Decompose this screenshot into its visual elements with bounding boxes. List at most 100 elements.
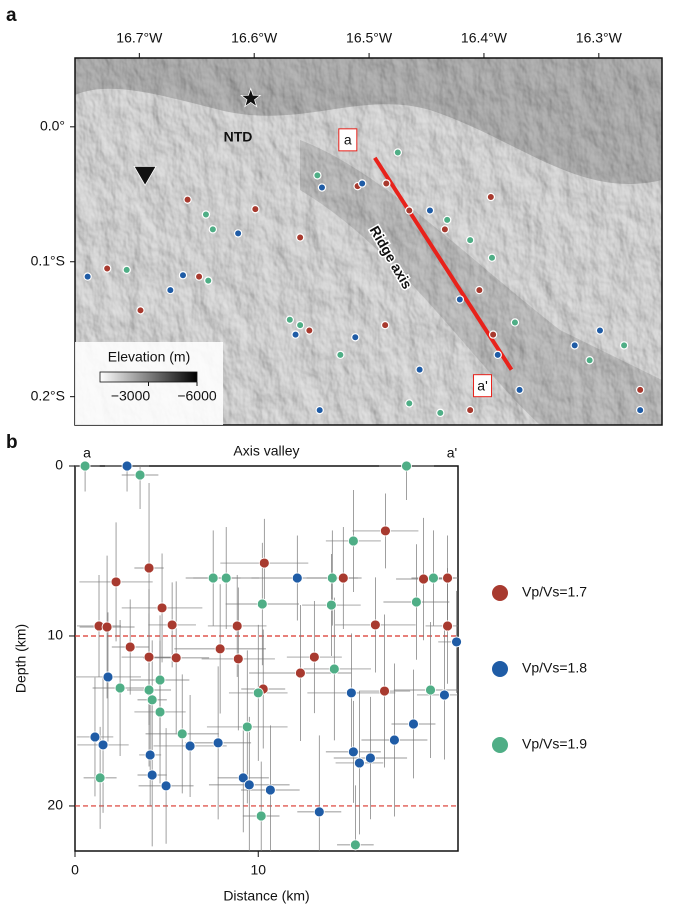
event	[184, 196, 191, 203]
event	[389, 735, 399, 745]
event	[202, 211, 209, 218]
event	[295, 668, 305, 678]
event	[350, 840, 360, 850]
panel-label: a	[6, 5, 17, 26]
event	[346, 688, 356, 698]
event	[297, 234, 304, 241]
colorbar-tick-label: −3000	[111, 388, 151, 404]
event	[487, 193, 494, 200]
x-tick-label: 16.5°W	[346, 30, 393, 46]
y-tick-label: 10	[47, 627, 63, 643]
event	[327, 573, 337, 583]
event	[144, 563, 154, 573]
panel-label: b	[6, 432, 18, 453]
event	[171, 653, 181, 663]
profile-label: a	[344, 132, 352, 148]
event	[157, 603, 167, 613]
event	[292, 331, 299, 338]
end-label: a'	[447, 445, 457, 461]
figure: a16.7°W16.6°W16.5°W16.4°W16.3°W0.0°0.1°S…	[0, 0, 694, 911]
event	[155, 707, 165, 717]
chart-title: Axis valley	[233, 443, 299, 459]
legend-label: Vp/Vs=1.9	[522, 736, 587, 752]
event	[441, 226, 448, 233]
y-axis-label: Depth (km)	[13, 624, 29, 693]
event	[90, 732, 100, 742]
event	[235, 230, 242, 237]
event	[209, 226, 216, 233]
event	[104, 265, 111, 272]
event	[221, 573, 231, 583]
event	[265, 785, 275, 795]
event	[125, 642, 135, 652]
event	[309, 652, 319, 662]
event	[359, 180, 366, 187]
event	[488, 254, 495, 261]
event	[257, 599, 267, 609]
event	[596, 327, 603, 334]
event	[242, 722, 252, 732]
event	[84, 273, 91, 280]
legend-label: Vp/Vs=1.8	[522, 660, 587, 676]
event	[402, 461, 412, 471]
event	[370, 620, 380, 630]
event	[179, 272, 186, 279]
x-tick-label: 16.7°W	[116, 30, 163, 46]
event	[259, 558, 269, 568]
basin-label: NTD	[224, 129, 253, 145]
event	[586, 357, 593, 364]
y-tick-label: 20	[47, 797, 63, 813]
event	[467, 407, 474, 414]
event	[490, 331, 497, 338]
event	[244, 780, 254, 790]
event	[215, 644, 225, 654]
event	[205, 277, 212, 284]
event	[256, 811, 266, 821]
event	[292, 573, 302, 583]
x-tick-label: 16.6°W	[231, 30, 278, 46]
event	[95, 773, 105, 783]
event	[123, 266, 130, 273]
event	[167, 286, 174, 293]
event	[443, 573, 453, 583]
event	[620, 342, 627, 349]
event	[419, 574, 429, 584]
profile-label: a'	[477, 377, 487, 393]
event	[137, 307, 144, 314]
event	[115, 683, 125, 693]
event	[338, 573, 348, 583]
event	[195, 273, 202, 280]
event	[286, 316, 293, 323]
event	[511, 319, 518, 326]
event	[145, 750, 155, 760]
event	[382, 322, 389, 329]
event	[411, 597, 421, 607]
event	[306, 327, 313, 334]
y-tick-label: 0.0°	[40, 118, 65, 134]
event	[329, 664, 339, 674]
event	[443, 621, 453, 631]
event	[314, 172, 321, 179]
event	[352, 334, 359, 341]
event	[348, 536, 358, 546]
event	[314, 807, 324, 817]
event	[103, 672, 113, 682]
start-label: a	[83, 445, 91, 461]
event	[571, 342, 578, 349]
event	[177, 729, 187, 739]
event	[354, 758, 364, 768]
event	[135, 470, 145, 480]
event	[167, 620, 177, 630]
y-tick-label: 0.2°S	[31, 387, 65, 403]
event	[102, 622, 112, 632]
event	[80, 461, 90, 471]
colorbar-tick-label: −6000	[177, 388, 217, 404]
event	[516, 386, 523, 393]
event	[337, 351, 344, 358]
event	[444, 216, 451, 223]
event	[637, 386, 644, 393]
event	[161, 781, 171, 791]
event	[494, 351, 501, 358]
event	[208, 573, 218, 583]
event	[467, 237, 474, 244]
